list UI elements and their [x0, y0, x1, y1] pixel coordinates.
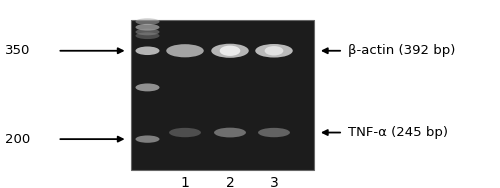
Ellipse shape — [166, 44, 204, 57]
Text: 200: 200 — [5, 133, 30, 146]
Text: 3: 3 — [270, 176, 278, 188]
Ellipse shape — [136, 83, 160, 91]
Text: β-actin (392 bp): β-actin (392 bp) — [348, 44, 455, 57]
Bar — [131, 20, 314, 170]
Ellipse shape — [136, 32, 160, 39]
Ellipse shape — [136, 46, 160, 55]
Ellipse shape — [214, 128, 246, 137]
Text: 350: 350 — [5, 44, 30, 57]
Ellipse shape — [136, 29, 160, 35]
Ellipse shape — [220, 46, 240, 56]
Ellipse shape — [256, 44, 293, 58]
Ellipse shape — [169, 128, 201, 137]
Ellipse shape — [211, 44, 249, 58]
Ellipse shape — [136, 24, 160, 31]
Text: 1: 1 — [180, 176, 190, 188]
Text: 2: 2 — [226, 176, 234, 188]
Text: TNF-α (245 bp): TNF-α (245 bp) — [348, 126, 448, 139]
Ellipse shape — [136, 18, 160, 25]
Ellipse shape — [258, 128, 290, 137]
Ellipse shape — [136, 135, 160, 143]
Ellipse shape — [264, 46, 283, 55]
